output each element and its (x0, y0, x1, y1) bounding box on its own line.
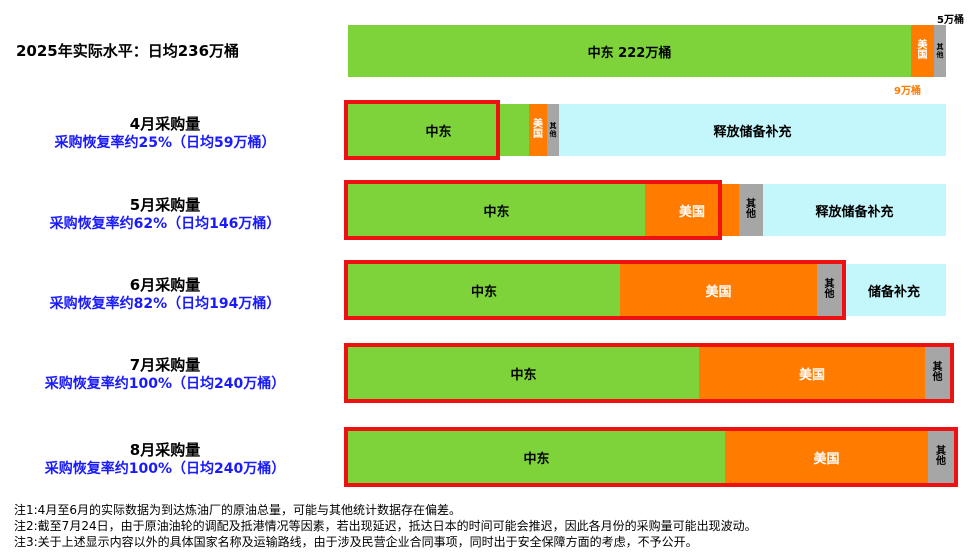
segment-label-char: 他 (824, 289, 835, 300)
segment-label-char: 他 (936, 51, 944, 59)
segment-label-char: 国 (533, 129, 543, 140)
row-label-4: 7月采购量采购恢复率约100%（日均240万桶） (0, 356, 330, 394)
purchase-frame (344, 427, 958, 487)
segment-label-char: 其 (932, 362, 943, 373)
bar-segment-usa: 美国 (645, 184, 739, 236)
segment-label-char: 其 (936, 446, 946, 457)
bar-segment-other: 其他 (739, 184, 763, 236)
bar-segment-usa: 美国 (911, 25, 934, 77)
bar-segment-other: 其他 (934, 25, 946, 77)
purchase-frame (344, 100, 500, 160)
row-title: 4月采购量 (129, 115, 201, 133)
segment-label-char: 美 (917, 40, 928, 51)
bar-segment-usa: 美国 (699, 347, 925, 399)
bar-segment-reserve: 储备补充 (842, 264, 946, 316)
segment-label-char: 其 (549, 122, 557, 130)
bar-segment-other: 其他 (928, 431, 954, 483)
row-label-1: 4月采购量采购恢复率约25%（日均59万桶） (0, 115, 330, 153)
row-title-baseline: 2025年实际水平：日均236万桶 (16, 42, 240, 60)
row-recovery-rate: 采购恢复率约82%（日均194万桶） (49, 296, 281, 312)
row-recovery-rate: 采购恢复率约100%（日均240万桶） (44, 461, 286, 477)
bar-segment-other: 其他 (547, 104, 559, 156)
row-label-3: 6月采购量采购恢复率约82%（日均194万桶） (0, 276, 330, 314)
row-label-5: 8月采购量采购恢复率约100%（日均240万桶） (0, 441, 330, 479)
footnote-2: 注2:截至7月24日，由于原油油轮的调配及抵港情况等因素，若出现延迟，抵达日本的… (14, 519, 757, 533)
purchase-frame (344, 260, 846, 320)
bar-segment-usa: 美国 (529, 104, 547, 156)
bar-segment-middle-east: 中东 (348, 264, 620, 316)
row-title: 8月采购量 (129, 441, 201, 459)
segment-label-char: 他 (936, 456, 946, 467)
bar-segment-middle-east: 中东 (348, 431, 725, 483)
bar-segment-usa: 美国 (725, 431, 928, 483)
bar-segment-middle-east: 中东 222万桶 (348, 25, 911, 77)
segment-label-char: 他 (549, 130, 557, 138)
segment-label-char: 其 (746, 199, 756, 210)
row-recovery-rate: 采购恢复率约25%（日均59万桶） (54, 135, 276, 151)
bar-segment-middle-east: 中东 (348, 184, 645, 236)
row-recovery-rate: 采购恢复率约62%（日均146万桶） (49, 216, 281, 232)
row-recovery-rate: 采购恢复率约100%（日均240万桶） (44, 376, 286, 392)
bar-segment-middle-east: 中东 (348, 347, 699, 399)
row-label-2: 5月采购量采购恢复率约62%（日均146万桶） (0, 196, 330, 234)
segment-label-char: 国 (917, 50, 928, 61)
footnotes: 注1:4月至6月的实际数据为到达炼油厂的原油总量，可能与其他统计数据存在偏差。 … (14, 502, 757, 550)
bar-segment-reserve: 释放储备补充 (763, 184, 946, 236)
bar-segment-usa: 美国 (620, 264, 817, 316)
segment-label-char: 他 (932, 372, 943, 383)
bar-segment-other: 其他 (925, 347, 950, 399)
purchase-frame (344, 343, 954, 403)
segment-label-char: 他 (746, 209, 756, 220)
footnote-3: 注3:关于上述显示内容以外的具体国家名称及运输路线，由于涉及民营企业合同事项，同… (14, 535, 698, 549)
bar-segment-reserve: 释放储备补充 (559, 104, 946, 156)
segment-label-char: 其 (936, 43, 944, 51)
annotation-usa: 9万桶 (894, 86, 921, 97)
segment-label-char: 其 (824, 279, 835, 290)
annotation-other: 5万桶 (937, 15, 964, 26)
purchase-frame (344, 180, 722, 240)
row-title: 7月采购量 (129, 356, 201, 374)
row-title: 5月采购量 (129, 196, 201, 214)
bar-segment-other: 其他 (817, 264, 842, 316)
footnote-1: 注1:4月至6月的实际数据为到达炼油厂的原油总量，可能与其他统计数据存在偏差。 (14, 503, 461, 517)
row-title: 6月采购量 (129, 276, 201, 294)
segment-label-char: 美 (533, 119, 543, 130)
